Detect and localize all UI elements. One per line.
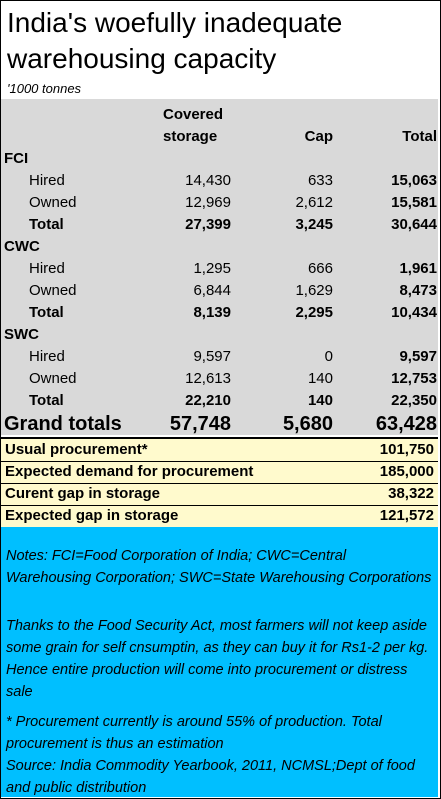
covered-cell: 6,844 <box>193 282 231 299</box>
total-cell: 8,473 <box>399 282 437 299</box>
grand-total: 63,428 <box>375 413 437 435</box>
unit-subtitle: '1000 tonnes <box>7 81 82 96</box>
summary-box: Usual procurement* 101,750 Expected dema… <box>1 437 438 529</box>
summary-value: 38,322 <box>388 485 434 502</box>
summary-row: Expected gap in storage 121,572 <box>1 505 438 527</box>
note-food-security: Thanks to the Food Security Act, most fa… <box>6 618 429 700</box>
total-cell: 9,597 <box>399 348 437 365</box>
storage-table: Covered storage Cap Total FCI Hired 14,4… <box>1 99 438 435</box>
summary-value: 101,750 <box>379 441 434 458</box>
total-cell: 1,961 <box>399 260 437 277</box>
cap-cell: 633 <box>307 172 333 189</box>
title-line-1: India's woefully inadequate <box>7 7 343 38</box>
summary-row: Curent gap in storage 38,322 <box>1 483 438 506</box>
summary-value: 185,000 <box>379 463 434 480</box>
row-label: Owned <box>29 282 77 299</box>
header-covered-line1: Covered <box>163 106 224 123</box>
group-name-swc: SWC <box>4 326 39 343</box>
cap-cell: 3,245 <box>295 216 333 233</box>
summary-row: Usual procurement* 101,750 <box>1 439 438 462</box>
covered-cell: 12,613 <box>185 370 231 387</box>
summary-label: Expected demand for procurement <box>5 463 254 480</box>
group-name-cwc: CWC <box>4 238 40 255</box>
summary-label: Curent gap in storage <box>5 485 161 502</box>
page-title: India's woefully inadequate warehousing … <box>7 5 342 77</box>
header-total: Total <box>402 128 437 145</box>
summary-label: Usual procurement* <box>5 441 148 458</box>
cap-cell: 0 <box>324 348 333 365</box>
grand-cap: 5,680 <box>282 413 333 435</box>
row-label: Hired <box>29 172 65 189</box>
cap-cell: 666 <box>307 260 333 277</box>
row-label: Hired <box>29 260 65 277</box>
title-line-2: warehousing capacity <box>7 43 277 74</box>
total-cell: 15,581 <box>391 194 437 211</box>
group-name-fci: FCI <box>4 150 29 167</box>
covered-cell: 1,295 <box>193 260 231 277</box>
cap-cell: 2,295 <box>295 304 333 321</box>
note-abbreviations: Notes: FCI=Food Corporation of India; CW… <box>6 548 432 586</box>
covered-cell: 8,139 <box>193 304 231 321</box>
header-cap: Cap <box>304 128 333 145</box>
row-label: Owned <box>29 194 77 211</box>
header-covered-line2: storage <box>163 128 218 145</box>
covered-cell: 12,969 <box>185 194 231 211</box>
total-cell: 12,753 <box>391 370 437 387</box>
total-cell: 22,350 <box>391 392 437 409</box>
summary-value: 121,572 <box>379 507 434 524</box>
cap-cell: 140 <box>307 370 333 387</box>
covered-cell: 22,210 <box>185 392 231 409</box>
total-cell: 15,063 <box>391 172 437 189</box>
row-label: Total <box>29 216 64 233</box>
row-label: Total <box>29 392 64 409</box>
note-source: Source: India Commodity Yearbook, 2011, … <box>6 758 415 796</box>
covered-cell: 14,430 <box>185 172 231 189</box>
title-area: India's woefully inadequate warehousing … <box>1 1 438 99</box>
summary-label: Expected gap in storage <box>5 507 179 524</box>
row-label: Owned <box>29 370 77 387</box>
total-cell: 10,434 <box>391 304 437 321</box>
row-label: Total <box>29 304 64 321</box>
cap-cell: 1,629 <box>295 282 333 299</box>
notes-box: Notes: FCI=Food Corporation of India; CW… <box>1 527 438 797</box>
cap-cell: 140 <box>307 392 333 409</box>
note-procurement: * Procurement currently is around 55% of… <box>6 714 382 752</box>
row-label: Hired <box>29 348 65 365</box>
grand-totals-label: Grand totals <box>4 413 122 435</box>
covered-cell: 27,399 <box>185 216 231 233</box>
cap-cell: 2,612 <box>295 194 333 211</box>
total-cell: 30,644 <box>391 216 437 233</box>
covered-cell: 9,597 <box>193 348 231 365</box>
grand-covered: 57,748 <box>169 413 231 435</box>
summary-row: Expected demand for procurement 185,000 <box>1 461 438 484</box>
